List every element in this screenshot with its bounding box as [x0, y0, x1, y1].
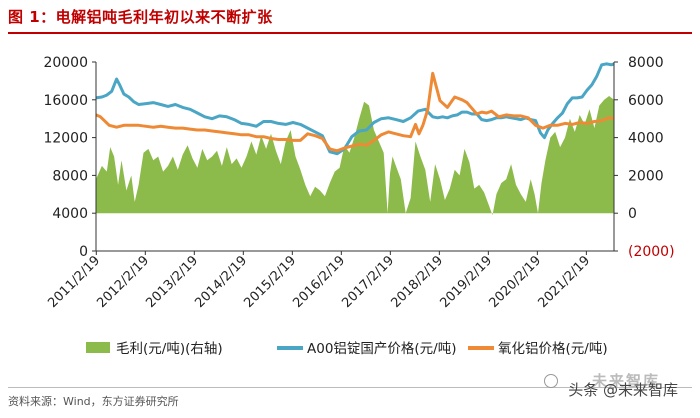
- right-tick-label: 8000: [628, 55, 664, 71]
- legend-label: A00铝锭国产价格(元/吨): [307, 341, 457, 357]
- left-tick-label: 8000: [52, 168, 88, 184]
- right-tick-label: 4000: [628, 131, 664, 147]
- x-tick-label: 2011/2/19: [45, 253, 103, 311]
- watermark-brand: 未来智库: [591, 372, 660, 390]
- price-lines-layer: [95, 62, 615, 156]
- right-tick-label: 2000: [628, 168, 664, 184]
- price-profit-chart: 2000016000120008000400008000600040002000…: [43, 55, 675, 357]
- x-tick-label: 2016/2/19: [290, 253, 348, 311]
- x-tick-label: 2021/2/19: [535, 253, 593, 311]
- watermark-line: 头条 @未来智库: [568, 381, 678, 399]
- watermark-logo-icon: [544, 374, 558, 388]
- figure-title: 图 1：电解铝吨毛利年初以来不断扩张: [8, 8, 273, 26]
- legend-swatch-profit: [86, 342, 110, 353]
- source-divider: [8, 387, 692, 388]
- right-tick-label: 6000: [628, 93, 664, 109]
- title-divider: [8, 32, 692, 34]
- source-note: 资料来源：Wind，东方证券研究所: [8, 395, 179, 408]
- x-tick-label: 2020/2/19: [486, 253, 544, 311]
- x-tick-label: 2014/2/19: [192, 253, 250, 311]
- profit-area-layer: [96, 96, 614, 216]
- x-tick-label: 2012/2/19: [94, 253, 152, 311]
- profit-area: [96, 96, 614, 216]
- x-tick-label: 2015/2/19: [241, 253, 299, 311]
- left-tick-label: 20000: [43, 55, 88, 71]
- alumina-price-line: [95, 71, 615, 153]
- legend-label: 氧化铝价格(元/吨): [498, 341, 608, 357]
- left-tick-label: 0: [79, 244, 88, 260]
- legend-label: 毛利(元/吨)(右轴): [116, 341, 223, 357]
- legend-layer: 毛利(元/吨)(右轴) A00铝锭国产价格(元/吨) 氧化铝价格(元/吨): [86, 341, 608, 357]
- x-tick-label: 2018/2/19: [388, 253, 446, 311]
- right-tick-label: 0: [628, 206, 637, 222]
- x-tick-label: 2013/2/19: [143, 253, 201, 311]
- x-tick-label: 2019/2/19: [437, 253, 495, 311]
- x-tick-label: 2017/2/19: [339, 253, 397, 311]
- right-tick-label: (2000): [628, 244, 675, 260]
- left-tick-label: 16000: [43, 93, 88, 109]
- a00-price-line: [95, 62, 615, 156]
- left-tick-label: 4000: [52, 206, 88, 222]
- left-tick-label: 12000: [43, 131, 88, 147]
